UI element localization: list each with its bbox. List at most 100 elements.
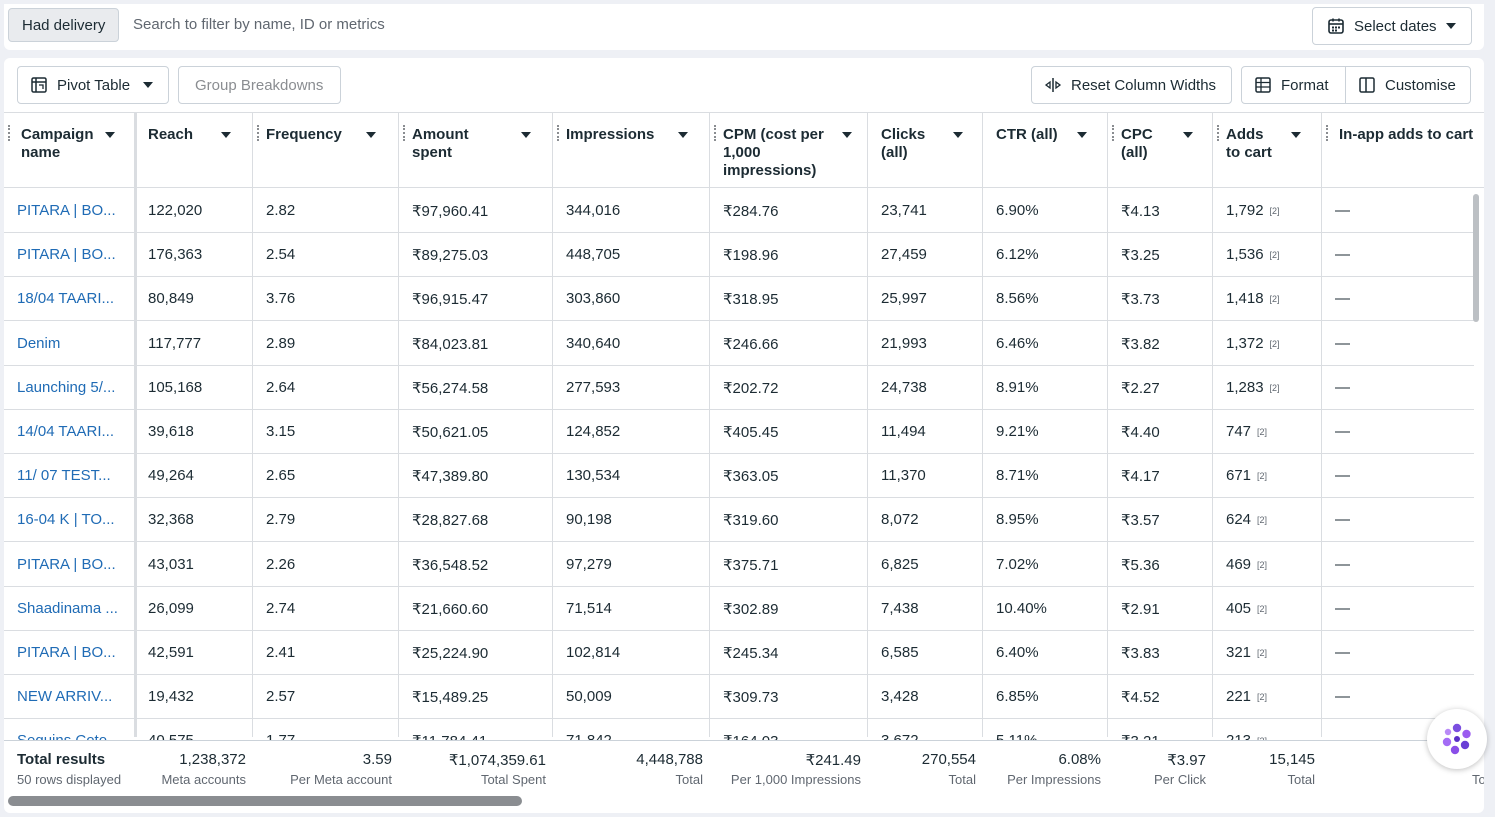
adds-to-cart-value[interactable]: 671: [1226, 467, 1252, 485]
column-header-reach[interactable]: Reach: [137, 113, 252, 188]
table-row[interactable]: PITARA | BO... 42,591 2.41 ₹25,224.90 102,81…: [4, 631, 1474, 675]
filter-chip-had-delivery[interactable]: Had delivery: [8, 8, 120, 42]
cell-impressions: 340,640: [566, 334, 621, 352]
campaign-name-link[interactable]: PITARA | BO...: [17, 555, 116, 573]
sort-dropdown-icon[interactable]: [359, 124, 383, 146]
adds-to-cart-value[interactable]: 624: [1226, 511, 1252, 529]
sort-dropdown-icon[interactable]: [1284, 124, 1308, 146]
adds-to-cart-value[interactable]: 221: [1226, 688, 1252, 706]
cell-adds-to-cart[interactable]: 671 [2]: [1226, 467, 1267, 484]
sort-dropdown-icon[interactable]: [98, 124, 122, 146]
sort-dropdown-icon[interactable]: [1070, 124, 1094, 146]
table-row[interactable]: 18/04 TAARI... 80,849 3.76 ₹96,915.47 303,86…: [4, 277, 1474, 322]
drag-handle-icon[interactable]: [1217, 125, 1219, 141]
column-header-in-app-adds-to-cart[interactable]: In-app adds to cart: [1324, 113, 1484, 188]
table-row[interactable]: PITARA | BO... 122,020 2.82 ₹97,960.41 344,0…: [4, 189, 1474, 233]
adds-to-cart-value[interactable]: 321: [1226, 644, 1252, 661]
campaign-name-link[interactable]: 14/04 TAARI...: [17, 423, 114, 440]
table-row[interactable]: NEW ARRIV... 19,432 2.57 ₹15,489.25 50,009 ₹3…: [4, 675, 1474, 720]
adds-to-cart-value[interactable]: 747: [1226, 423, 1252, 440]
cell-adds-to-cart[interactable]: 221 [2]: [1226, 688, 1267, 705]
campaign-name-link[interactable]: PITARA | BO...: [17, 202, 116, 219]
drag-handle-icon[interactable]: [403, 125, 405, 141]
column-divider: [398, 112, 399, 737]
cell-adds-to-cart[interactable]: 1,792 [2]: [1226, 202, 1280, 219]
sort-dropdown-icon[interactable]: [835, 124, 859, 146]
column-header-ctr[interactable]: CTR (all): [985, 113, 1107, 188]
format-button[interactable]: Format: [1241, 66, 1346, 104]
drag-handle-icon[interactable]: [257, 125, 259, 141]
campaign-name-link[interactable]: 18/04 TAARI...: [17, 290, 114, 308]
column-header-campaign-name[interactable]: Campaign name: [8, 113, 134, 188]
cell-adds-to-cart[interactable]: 1,372 [2]: [1226, 335, 1280, 352]
sort-dropdown-icon[interactable]: [946, 124, 970, 146]
cell-adds-to-cart[interactable]: 1,283 [2]: [1226, 379, 1280, 396]
column-header-clicks[interactable]: Clicks (all): [870, 113, 982, 188]
sort-dropdown-icon[interactable]: [671, 124, 695, 146]
table-row[interactable]: Denim 117,777 2.89 ₹84,023.81 340,640 ₹246.66…: [4, 322, 1474, 366]
table-row[interactable]: 14/04 TAARI... 39,618 3.15 ₹50,621.05 124,85…: [4, 410, 1474, 454]
campaign-name-link[interactable]: Shaadinama ...: [17, 599, 118, 617]
adds-to-cart-value[interactable]: 469: [1226, 555, 1252, 573]
horizontal-scrollbar[interactable]: [8, 796, 522, 806]
sort-dropdown-icon[interactable]: [514, 124, 538, 146]
campaign-name-link[interactable]: Denim: [17, 334, 61, 352]
frozen-column-divider[interactable]: [134, 112, 137, 737]
column-header-cpc[interactable]: CPC (all): [1110, 113, 1212, 188]
cell-adds-to-cart[interactable]: 747 [2]: [1226, 423, 1267, 440]
header-line: In-app adds to cart: [1339, 126, 1474, 143]
drag-handle-icon[interactable]: [1112, 125, 1114, 141]
vertical-scrollbar[interactable]: [1473, 194, 1479, 322]
column-header-frequency[interactable]: Frequency: [255, 113, 398, 188]
drag-handle-icon[interactable]: [1326, 125, 1328, 141]
search-input[interactable]: Search to filter by name, ID or metrics: [133, 16, 385, 33]
cell-in-app-adds: —: [1335, 599, 1350, 617]
table-row[interactable]: PITARA | BO... 43,031 2.26 ₹36,548.52 97,279…: [4, 543, 1474, 587]
customise-button[interactable]: Customise: [1345, 66, 1471, 104]
table-row[interactable]: 16-04 K | TO... 32,368 2.79 ₹28,827.68 90,19…: [4, 498, 1474, 543]
campaign-name-link[interactable]: NEW ARRIV...: [17, 688, 113, 706]
campaign-name-link[interactable]: Launching 5/...: [17, 378, 116, 396]
table-row[interactable]: 11/ 07 TEST... 49,264 2.65 ₹47,389.80 130,53…: [4, 454, 1474, 499]
cell-adds-to-cart[interactable]: 469 [2]: [1226, 556, 1267, 573]
select-dates-button[interactable]: Select dates: [1312, 7, 1472, 45]
column-header-cpm[interactable]: CPM (cost per 1,000 impressions): [712, 113, 867, 188]
assistant-button[interactable]: [1427, 709, 1487, 769]
column-header-amount-spent[interactable]: Amount spent: [401, 113, 552, 188]
column-divider: [552, 112, 553, 737]
adds-to-cart-value[interactable]: 1,792: [1226, 202, 1264, 219]
cell-ctr: 6.90%: [996, 202, 1039, 219]
header-line: name: [21, 144, 61, 161]
table-row[interactable]: Shaadinama ... 26,099 2.74 ₹21,660.60 71,514…: [4, 587, 1474, 631]
adds-to-cart-value[interactable]: 1,283: [1226, 378, 1264, 396]
campaign-name-link[interactable]: 11/ 07 TEST...: [17, 467, 111, 485]
reset-column-widths-button[interactable]: Reset Column Widths: [1031, 66, 1232, 104]
campaign-name-link[interactable]: 16-04 K | TO...: [17, 511, 115, 529]
cell-adds-to-cart[interactable]: 624 [2]: [1226, 511, 1267, 528]
cell-in-app-adds: —: [1335, 334, 1350, 352]
adds-to-cart-value[interactable]: 1,536: [1226, 246, 1264, 264]
cell-adds-to-cart[interactable]: 1,418 [2]: [1226, 290, 1280, 307]
table-row[interactable]: PITARA | BO... 176,363 2.54 ₹89,275.03 448,7…: [4, 233, 1474, 278]
sort-dropdown-icon[interactable]: [1176, 124, 1200, 146]
cell-reach: 49,264: [148, 467, 194, 485]
table-row[interactable]: Launching 5/... 105,168 2.64 ₹56,274.58 277,…: [4, 366, 1474, 410]
adds-to-cart-value[interactable]: 405: [1226, 599, 1252, 617]
drag-handle-icon[interactable]: [557, 125, 559, 141]
campaign-name-link[interactable]: PITARA | BO...: [17, 644, 116, 661]
cell-clicks: 8,072: [881, 511, 919, 529]
campaign-name-link[interactable]: PITARA | BO...: [17, 246, 116, 264]
header-line: Impressions: [566, 126, 655, 143]
cell-adds-to-cart[interactable]: 405 [2]: [1226, 600, 1267, 617]
drag-handle-icon[interactable]: [8, 125, 10, 141]
sort-dropdown-icon[interactable]: [214, 124, 238, 146]
cell-adds-to-cart[interactable]: 1,536 [2]: [1226, 246, 1280, 263]
column-header-impressions[interactable]: Impressions: [555, 113, 709, 188]
group-breakdowns-button[interactable]: Group Breakdowns: [178, 66, 341, 104]
adds-to-cart-value[interactable]: 1,372: [1226, 334, 1264, 352]
drag-handle-icon[interactable]: [714, 125, 716, 141]
column-header-adds-to-cart[interactable]: Adds to cart: [1215, 113, 1321, 188]
pivot-table-dropdown[interactable]: Pivot Table: [17, 66, 169, 104]
adds-to-cart-value[interactable]: 1,418: [1226, 290, 1264, 308]
cell-adds-to-cart[interactable]: 321 [2]: [1226, 644, 1267, 661]
